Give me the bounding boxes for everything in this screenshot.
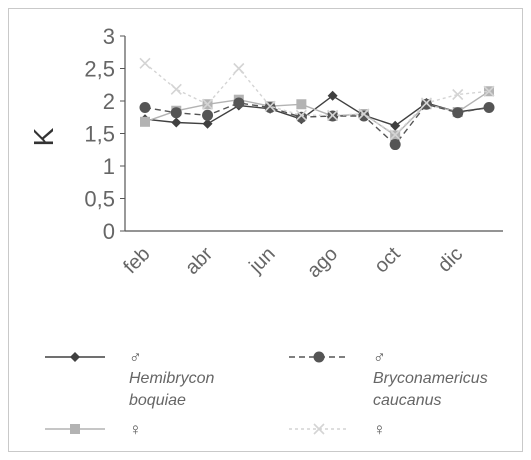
legend-marker-3 [70, 424, 80, 434]
y-tick-label: 0 [103, 219, 115, 244]
legend-label-1: boquiae [129, 392, 186, 409]
legend-marker-4 [313, 423, 325, 435]
series-3-point [389, 139, 401, 151]
x-tick-label-jun: jun [244, 243, 279, 278]
series-3-point [358, 110, 370, 122]
legend-marker-1 [70, 352, 80, 362]
legend-label-1: Hemibrycon [129, 370, 214, 387]
legend-label-2: Bryconamericus [373, 370, 488, 387]
x-tick-label-dic: dic [434, 243, 468, 277]
series-3-point [452, 107, 464, 119]
y-tick-label: 1 [103, 154, 115, 179]
series-4-point [295, 109, 307, 121]
series-3-point [233, 97, 245, 109]
series-1-point [171, 117, 182, 128]
y-tick-label: 0,5 [84, 187, 115, 212]
x-tick-label-ago: ago [303, 243, 342, 282]
series-3-point [202, 109, 214, 121]
series-4-point [264, 100, 276, 112]
y-tick-label: 2 [103, 89, 115, 114]
series-4-point [233, 62, 245, 75]
series-3-point [295, 111, 307, 123]
series-3-point [483, 102, 495, 113]
series-1-point [202, 118, 213, 129]
series-4-point [170, 83, 182, 95]
legend-symbol-4: ♀ [373, 420, 386, 439]
legend-symbol-3: ♀ [129, 420, 142, 439]
series-4-point [452, 88, 464, 101]
legend-label-2: caucanus [373, 392, 442, 409]
legend-symbol-2: ♂ [373, 348, 386, 367]
series-4-point [483, 85, 495, 97]
x-tick-label-abr: abr [181, 243, 217, 279]
x-tick-label-oct: oct [370, 243, 405, 278]
series-4-point [327, 109, 339, 121]
x-tick-label-feb: feb [119, 243, 154, 278]
series-3-point [264, 102, 276, 113]
series-line-4 [144, 62, 490, 136]
series-3-point [139, 102, 151, 113]
series-2-point [140, 116, 150, 127]
series-4-point [389, 129, 401, 141]
series-4-point [358, 108, 370, 120]
y-axis-label: K [28, 127, 59, 146]
series-1-point [327, 90, 338, 101]
series-line-2 [144, 90, 490, 137]
legend-symbol-1: ♂ [129, 348, 142, 367]
series-2-point [296, 99, 307, 110]
series-4-point [420, 97, 433, 109]
y-tick-label: 3 [103, 24, 115, 49]
y-tick-label: 1,5 [84, 122, 115, 147]
series-3-point [420, 98, 432, 110]
series-4-point [201, 98, 214, 110]
series-4-point [139, 57, 151, 69]
y-tick-label: 2,5 [84, 57, 115, 82]
series-3-point [170, 107, 182, 119]
series-1-point [390, 120, 401, 131]
legend-marker-2 [313, 351, 325, 363]
